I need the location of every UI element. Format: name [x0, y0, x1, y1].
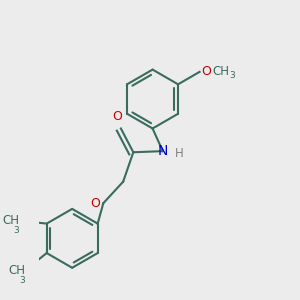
Text: CH: CH — [2, 214, 20, 227]
Text: H: H — [175, 147, 184, 160]
Text: CH: CH — [212, 65, 229, 78]
Text: 3: 3 — [20, 276, 25, 285]
Text: 3: 3 — [14, 226, 20, 235]
Text: 3: 3 — [229, 71, 235, 80]
Text: O: O — [112, 110, 122, 123]
Text: CH: CH — [8, 263, 25, 277]
Text: N: N — [158, 144, 168, 158]
Text: O: O — [201, 65, 211, 78]
Text: O: O — [90, 197, 100, 210]
